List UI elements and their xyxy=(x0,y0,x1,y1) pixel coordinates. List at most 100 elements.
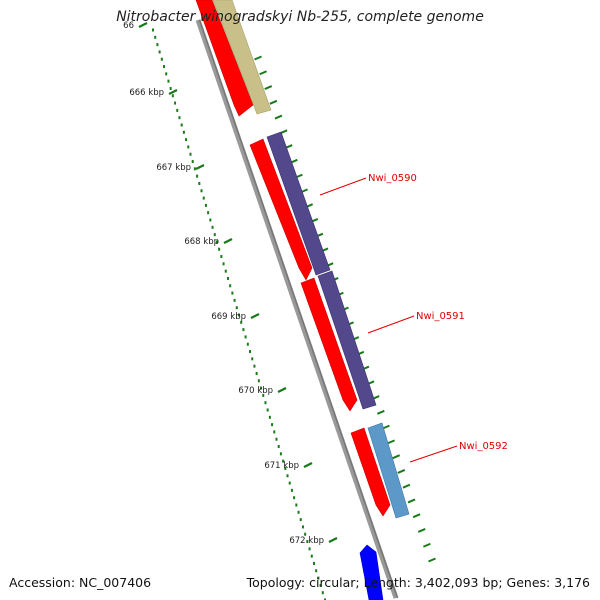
leader-nwi-0591 xyxy=(367,315,415,334)
outer-tick xyxy=(412,513,421,519)
minor-tick xyxy=(156,43,159,47)
accession-label: Accession: NC_007406 xyxy=(9,575,152,590)
minor-tick xyxy=(218,247,221,251)
forward-cds-track xyxy=(195,0,391,517)
tick-label: 671 kbp xyxy=(264,461,299,471)
tick-label: 668 kbp xyxy=(184,237,219,247)
minor-tick xyxy=(282,459,285,463)
minor-tick xyxy=(167,79,170,83)
outer-tick xyxy=(417,528,426,533)
minor-tick xyxy=(220,255,223,259)
genome-stats: Topology: circular; Length: 3,402,093 bp… xyxy=(246,575,590,590)
outer-tick xyxy=(392,454,401,460)
minor-tick xyxy=(315,569,318,573)
minor-tick xyxy=(196,174,199,178)
minor-tick xyxy=(297,510,300,514)
minor-tick xyxy=(251,357,254,361)
minor-tick xyxy=(295,503,298,507)
minor-tick xyxy=(231,291,234,295)
leader-nwi-0592 xyxy=(409,445,458,463)
cds-red-3[interactable] xyxy=(300,277,358,412)
minor-tick xyxy=(209,218,212,222)
minor-tick xyxy=(321,591,324,595)
minor-tick xyxy=(238,313,240,317)
minor-tick xyxy=(242,328,245,332)
minor-tick xyxy=(224,269,227,273)
outer-tick xyxy=(428,557,436,563)
minor-tick xyxy=(207,211,210,215)
minor-tick xyxy=(257,379,260,383)
minor-tick xyxy=(176,108,179,112)
minor-tick xyxy=(286,474,289,478)
cds-red-2[interactable] xyxy=(249,138,313,281)
major-tick xyxy=(168,89,178,95)
minor-tick xyxy=(163,65,166,69)
outer-tick xyxy=(254,55,262,61)
minor-tick xyxy=(310,554,313,558)
minor-tick xyxy=(288,481,291,485)
minor-tick xyxy=(293,496,296,500)
outer-tick-marks xyxy=(254,55,436,563)
major-tick xyxy=(328,537,338,543)
minor-tick xyxy=(235,306,238,310)
gene-label-nwi-0590[interactable]: Nwi_0590 xyxy=(368,173,417,184)
minor-tick xyxy=(198,181,201,185)
outer-tick xyxy=(376,409,385,415)
major-tick xyxy=(277,387,287,393)
minor-tick xyxy=(249,350,252,354)
minor-tick xyxy=(290,488,293,492)
minor-tick xyxy=(211,225,214,229)
minor-tick xyxy=(169,86,172,90)
minor-tick xyxy=(304,532,307,536)
minor-tick xyxy=(158,50,161,54)
minor-tick xyxy=(271,423,274,427)
minor-ticks xyxy=(152,28,326,600)
leader-nwi-0590 xyxy=(319,177,367,196)
page-title: Nitrobacter winogradskyi Nb-255, complet… xyxy=(116,9,484,25)
gene-labels: Nwi_0590 Nwi_0591 Nwi_0592 xyxy=(319,173,508,463)
minor-tick xyxy=(244,335,247,339)
minor-tick xyxy=(185,138,188,142)
gene-label-nwi-0591[interactable]: Nwi_0591 xyxy=(416,311,465,322)
minor-tick xyxy=(182,130,185,134)
outer-tick xyxy=(274,114,283,120)
tick-label: 672 kbp xyxy=(289,536,324,546)
minor-tick xyxy=(277,445,280,449)
minor-tick xyxy=(160,57,163,61)
minor-tick xyxy=(180,123,183,127)
outer-tick xyxy=(259,70,268,76)
major-tick xyxy=(195,164,205,170)
gene-label-nwi-0592[interactable]: Nwi_0592 xyxy=(459,441,508,452)
minor-tick xyxy=(240,320,243,324)
gene-blue[interactable] xyxy=(359,544,384,600)
minor-tick xyxy=(204,203,207,207)
cds-red-1[interactable] xyxy=(195,0,254,117)
gene-features xyxy=(212,0,410,600)
cds-red-4[interactable] xyxy=(350,427,391,517)
minor-tick xyxy=(284,466,287,470)
tick-label: 66 xyxy=(123,21,134,31)
major-tick xyxy=(303,462,313,468)
minor-tick xyxy=(312,561,315,565)
minor-tick xyxy=(215,240,218,244)
major-ticks: 66 666 kbp 667 kbp 668 kbp 669 kbp 670 kbp 671… xyxy=(123,21,338,546)
minor-tick xyxy=(253,364,256,368)
gene-purple-1[interactable] xyxy=(266,131,331,276)
minor-tick xyxy=(152,28,154,32)
minor-tick xyxy=(165,72,168,76)
outer-tick xyxy=(402,483,411,489)
outer-tick xyxy=(264,85,273,90)
outer-tick xyxy=(387,439,395,445)
gene-olive[interactable] xyxy=(212,0,272,115)
minor-tick xyxy=(229,284,232,288)
minor-tick xyxy=(246,342,249,346)
minor-tick xyxy=(226,276,229,280)
major-tick xyxy=(250,313,260,319)
minor-tick xyxy=(299,518,302,522)
minor-tick xyxy=(213,233,216,237)
major-tick xyxy=(138,22,148,28)
gene-purple-2[interactable] xyxy=(317,270,377,410)
outer-tick xyxy=(407,498,416,504)
gene-steelblue[interactable] xyxy=(367,422,410,519)
